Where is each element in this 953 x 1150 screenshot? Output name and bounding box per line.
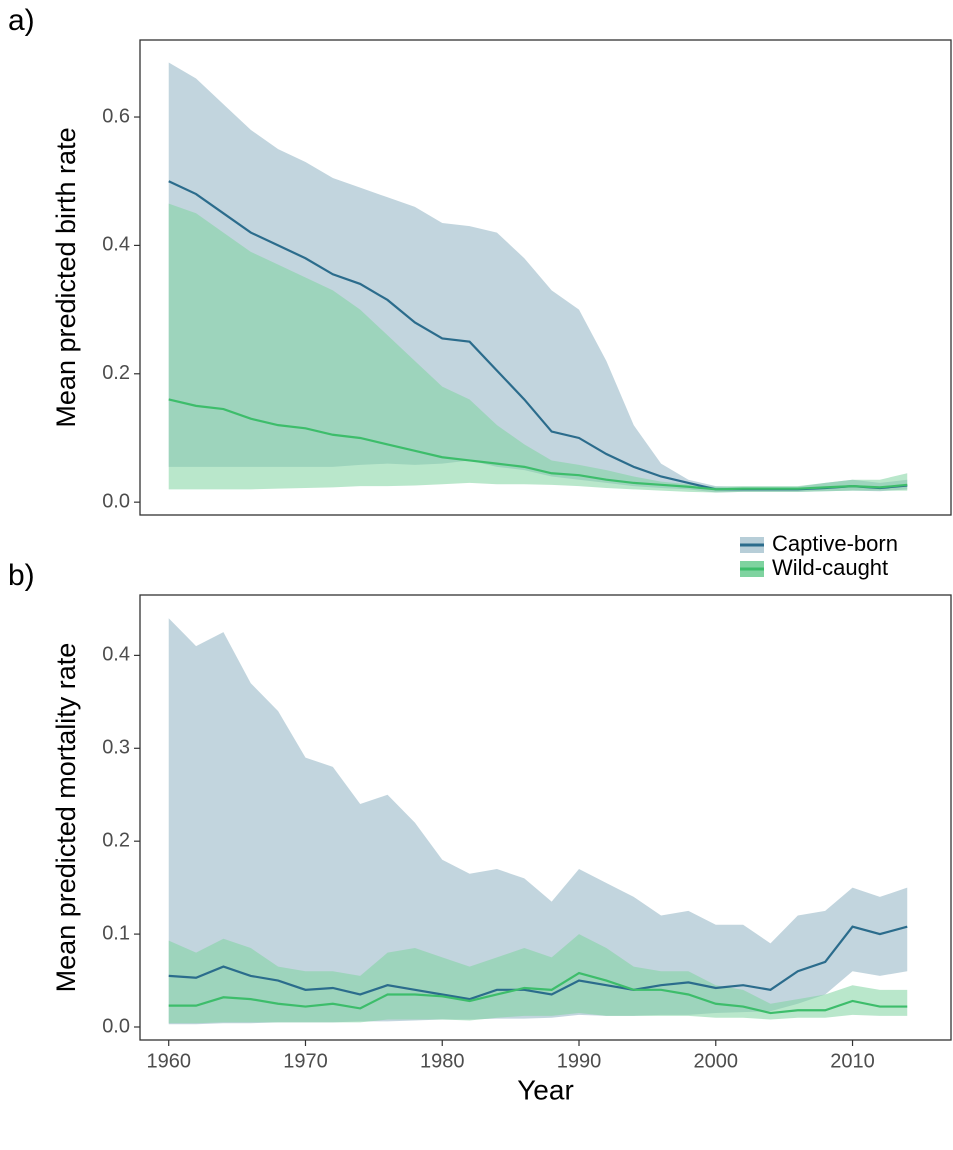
y-tick-label: 0.2 [102, 829, 130, 851]
y-tick-label: 0.4 [102, 644, 130, 666]
x-tick-label: 1990 [557, 1050, 602, 1072]
y-tick-label: 0.2 [102, 362, 130, 384]
confidence-band [168, 618, 908, 1025]
confidence-band [168, 934, 908, 1024]
y-axis-label: Mean predicted mortality rate [51, 643, 81, 993]
plot-frame [139, 39, 952, 516]
x-tick-label: 1980 [420, 1050, 465, 1072]
plot-frame [139, 594, 952, 1041]
panel-label: b) [8, 559, 35, 592]
x-axis-label: Year [517, 1074, 574, 1105]
legend-label: Wild-caught [772, 555, 888, 580]
mean-line [168, 971, 908, 1015]
x-tick-label: 2010 [830, 1050, 875, 1072]
y-axis-label: Mean predicted birth rate [51, 127, 81, 427]
y-tick-label: 0.0 [102, 490, 130, 512]
y-tick-label: 0.6 [102, 105, 130, 127]
y-tick-label: 0.3 [102, 737, 130, 759]
mean-line [168, 398, 908, 491]
legend-label: Captive-born [772, 531, 898, 556]
x-tick-label: 2000 [694, 1050, 739, 1072]
mean-line [168, 925, 908, 1001]
y-tick-label: 0.0 [102, 1015, 130, 1037]
y-tick-label: 0.4 [102, 234, 130, 256]
confidence-band [168, 203, 908, 493]
x-tick-label: 1970 [283, 1050, 328, 1072]
y-tick-label: 0.1 [102, 922, 130, 944]
x-tick-label: 1960 [146, 1050, 191, 1072]
panel-label: a) [8, 4, 35, 37]
